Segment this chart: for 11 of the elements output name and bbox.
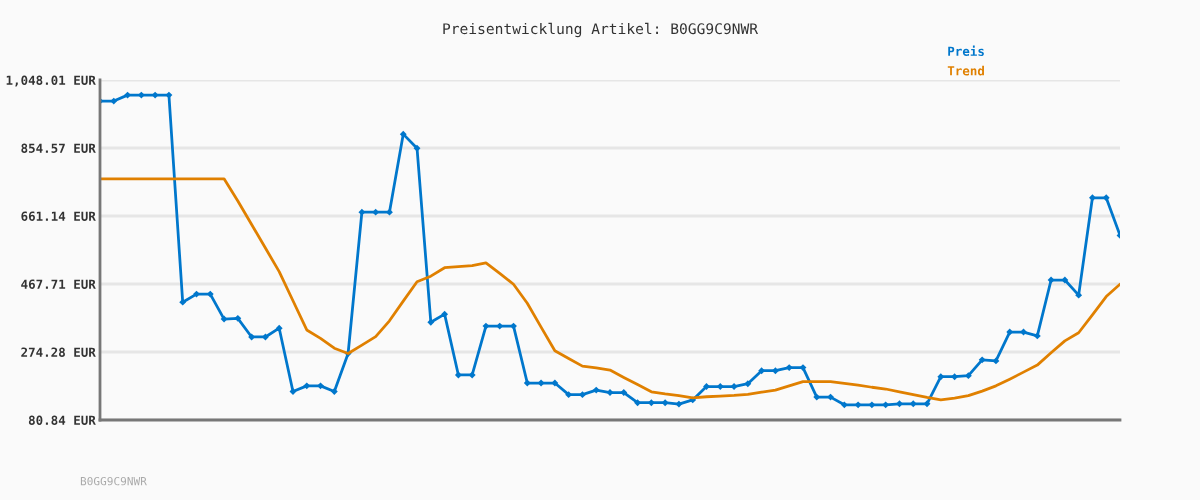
line-series [100,177,1120,402]
y-tick-label: 274.28 EUR [21,347,96,357]
text: Preis [948,45,984,56]
text: B0GG9C9NWR [80,476,147,486]
y-tick-label: 661.14 EUR [21,211,96,221]
y-tick-label: 80.84 EUR [28,415,96,425]
chart-title: Preisentwicklung Artikel: B0GG9C9NWR [443,22,759,38]
y-tick-label: 854.57 EUR [21,143,96,153]
y-tick-label: 1,048.01 EUR [6,75,96,87]
text: Trend [947,65,984,76]
y-tick-label: 467.71 EUR [21,279,96,289]
